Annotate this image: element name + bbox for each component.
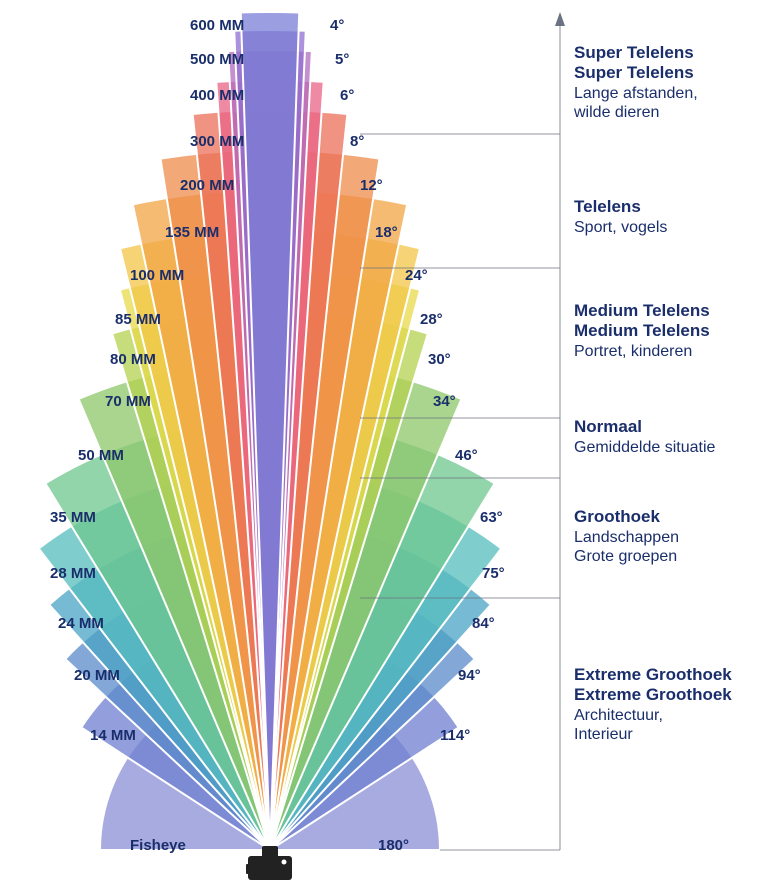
mm-label: 50 MM [78, 447, 124, 464]
mm-label: 35 MM [50, 509, 96, 526]
mm-label: 600 MM [190, 17, 244, 34]
categories: Super TelelensSuper Telelens Lange afstan… [573, 43, 732, 743]
mm-label: 200 MM [180, 177, 234, 194]
deg-label: 46° [455, 447, 478, 464]
category-subtitle: Sport, vogels [574, 219, 667, 236]
mm-label: Fisheye [130, 837, 186, 854]
category-title: Medium Telelens [574, 321, 710, 340]
deg-label: 114° [440, 727, 470, 744]
mm-label: 135 MM [165, 224, 219, 241]
category-subtitle: Portret, kinderen [574, 343, 692, 360]
mm-label: 28 MM [50, 565, 96, 582]
mm-label: 14 MM [90, 727, 136, 744]
mm-label: 24 MM [58, 615, 104, 632]
category-subtitle: Grote groepen [574, 548, 677, 565]
deg-label: 12° [360, 177, 383, 194]
deg-label: 84° [472, 615, 495, 632]
category-subtitle: Lange afstanden, [574, 85, 698, 102]
mm-label: 500 MM [190, 51, 244, 68]
mm-label: 400 MM [190, 87, 244, 104]
deg-label: 94° [458, 667, 481, 684]
mm-label: 85 MM [115, 311, 161, 328]
deg-label: 63° [480, 509, 503, 526]
category-subtitle: Architectuur, [574, 707, 663, 724]
category-subtitle: Landschappen [574, 529, 679, 546]
category-title: Super Telelens [574, 63, 694, 82]
deg-label: 4° [330, 17, 344, 34]
deg-label: 24° [405, 267, 428, 284]
mm-label: 70 MM [105, 393, 151, 410]
category-subtitle: Interieur [574, 726, 633, 743]
category-title: Telelens [574, 197, 641, 216]
deg-label: 75° [482, 565, 505, 582]
deg-label: 28° [420, 311, 443, 328]
deg-label: 5° [335, 51, 349, 68]
category-subtitle: wilde dieren [573, 104, 659, 121]
deg-label: 30° [428, 351, 451, 368]
mm-label: 300 MM [190, 133, 244, 150]
axis-arrowhead [555, 12, 565, 26]
category-title: Normaal [574, 417, 642, 436]
category-title: Super Telelens [574, 43, 694, 62]
deg-label: 18° [375, 224, 398, 241]
wedges [39, 12, 502, 850]
mm-label: 20 MM [74, 667, 120, 684]
deg-label: 34° [433, 393, 456, 410]
deg-label: 180° [378, 837, 409, 854]
mm-label: 100 MM [130, 267, 184, 284]
camera-icon [246, 846, 292, 880]
category-title: Groothoek [574, 507, 660, 526]
category-subtitle: Gemiddelde situatie [574, 439, 716, 456]
deg-label: 8° [350, 133, 364, 150]
category-title: Extreme Groothoek [574, 685, 732, 704]
category-title: Extreme Groothoek [574, 665, 732, 684]
mm-label: 80 MM [110, 351, 156, 368]
deg-label: 6° [340, 87, 354, 104]
category-title: Medium Telelens [574, 301, 710, 320]
